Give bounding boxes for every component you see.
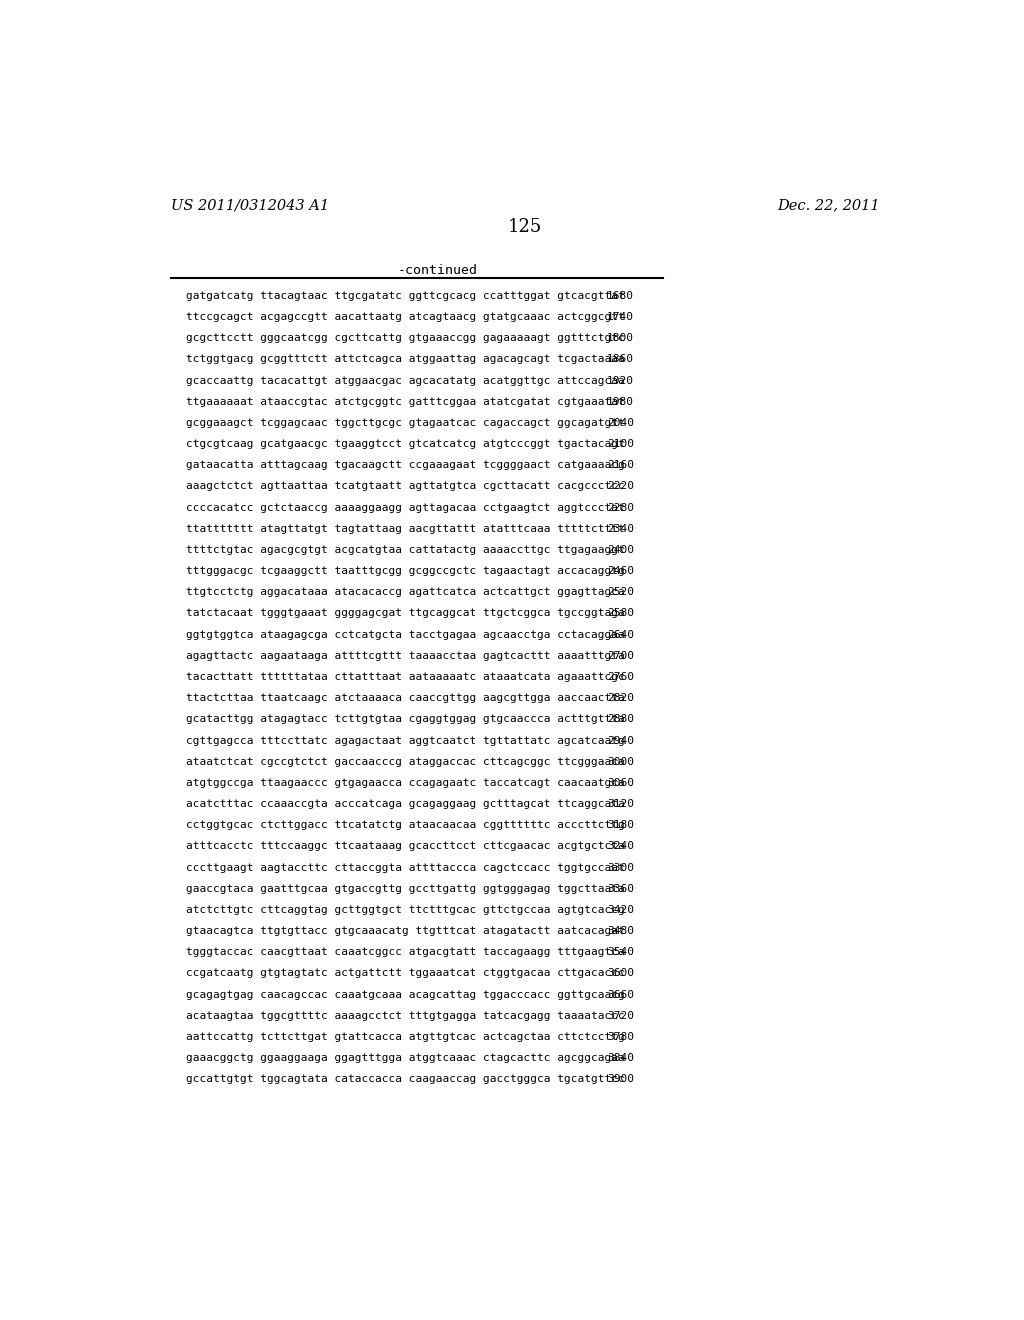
Text: atctcttgtc cttcaggtag gcttggtgct ttctttgcac gttctgccaa agtgtcaccg: atctcttgtc cttcaggtag gcttggtgct ttctttg…: [186, 906, 625, 915]
Text: 125: 125: [508, 218, 542, 236]
Text: 3420: 3420: [607, 906, 634, 915]
Text: 1680: 1680: [607, 290, 634, 301]
Text: gaaacggctg ggaaggaaga ggagtttgga atggtcaaac ctagcacttc agcggcagaa: gaaacggctg ggaaggaaga ggagtttgga atggtca…: [186, 1053, 625, 1063]
Text: 3480: 3480: [607, 927, 634, 936]
Text: 2700: 2700: [607, 651, 634, 661]
Text: gatgatcatg ttacagtaac ttgcgatatc ggttcgcacg ccatttggat gtcacgttat: gatgatcatg ttacagtaac ttgcgatatc ggttcgc…: [186, 290, 625, 301]
Text: 2220: 2220: [607, 482, 634, 491]
Text: 3540: 3540: [607, 948, 634, 957]
Text: 1980: 1980: [607, 397, 634, 407]
Text: atgtggccga ttaagaaccc gtgagaacca ccagagaatc taccatcagt caacaatgca: atgtggccga ttaagaaccc gtgagaacca ccagaga…: [186, 777, 625, 788]
Text: ttccgcagct acgagccgtt aacattaatg atcagtaacg gtatgcaaac actcggcgtt: ttccgcagct acgagccgtt aacattaatg atcagta…: [186, 312, 625, 322]
Text: 1860: 1860: [607, 354, 634, 364]
Text: US 2011/0312043 A1: US 2011/0312043 A1: [171, 198, 329, 213]
Text: 3000: 3000: [607, 756, 634, 767]
Text: 2880: 2880: [607, 714, 634, 725]
Text: ttgtcctctg aggacataaa atacacaccg agattcatca actcattgct ggagttagca: ttgtcctctg aggacataaa atacacaccg agattca…: [186, 587, 625, 597]
Text: ccgatcaatg gtgtagtatc actgattctt tggaaatcat ctggtgacaa cttgacaccc: ccgatcaatg gtgtagtatc actgattctt tggaaat…: [186, 969, 625, 978]
Text: atttcacctc tttccaaggc ttcaataaag gcaccttcct cttcgaacac acgtgctcta: atttcacctc tttccaaggc ttcaataaag gcacctt…: [186, 841, 625, 851]
Text: tttgggacgc tcgaaggctt taatttgcgg gcggccgctc tagaactagt accacaggtg: tttgggacgc tcgaaggctt taatttgcgg gcggccg…: [186, 566, 625, 576]
Text: 3180: 3180: [607, 820, 634, 830]
Text: gataacatta atttagcaag tgacaagctt ccgaaagaat tcggggaact catgaaaacg: gataacatta atttagcaag tgacaagctt ccgaaag…: [186, 461, 625, 470]
Text: aattccattg tcttcttgat gtattcacca atgttgtcac actcagctaa cttctccttg: aattccattg tcttcttgat gtattcacca atgttgt…: [186, 1032, 625, 1041]
Text: tatctacaat tgggtgaaat ggggagcgat ttgcaggcat ttgctcggca tgccggtaga: tatctacaat tgggtgaaat ggggagcgat ttgcagg…: [186, 609, 625, 619]
Text: 1740: 1740: [607, 312, 634, 322]
Text: acatctttac ccaaaccgta acccatcaga gcagaggaag gctttagcat ttcaggcata: acatctttac ccaaaccgta acccatcaga gcagagg…: [186, 799, 625, 809]
Text: gccattgtgt tggcagtata cataccacca caagaaccag gacctgggca tgcatgttcc: gccattgtgt tggcagtata cataccacca caagaac…: [186, 1074, 625, 1084]
Text: 3780: 3780: [607, 1032, 634, 1041]
Text: cctggtgcac ctcttggacc ttcatatctg ataacaacaa cggttttttc acccttcttg: cctggtgcac ctcttggacc ttcatatctg ataacaa…: [186, 820, 625, 830]
Text: ggtgtggtca ataagagcga cctcatgcta tacctgagaa agcaacctga cctacaggaa: ggtgtggtca ataagagcga cctcatgcta tacctga…: [186, 630, 625, 640]
Text: cgttgagcca tttccttatc agagactaat aggtcaatct tgttattatc agcatcaatg: cgttgagcca tttccttatc agagactaat aggtcaa…: [186, 735, 625, 746]
Text: gcggaaagct tcggagcaac tggcttgcgc gtagaatcac cagaccagct ggcagatgtt: gcggaaagct tcggagcaac tggcttgcgc gtagaat…: [186, 418, 625, 428]
Text: gaaccgtaca gaatttgcaa gtgaccgttg gccttgattg ggtgggagag tggcttaata: gaaccgtaca gaatttgcaa gtgaccgttg gccttga…: [186, 884, 625, 894]
Text: 2160: 2160: [607, 461, 634, 470]
Text: 3300: 3300: [607, 862, 634, 873]
Text: agagttactc aagaataaga attttcgttt taaaacctaa gagtcacttt aaaatttgta: agagttactc aagaataaga attttcgttt taaaacc…: [186, 651, 625, 661]
Text: 2340: 2340: [607, 524, 634, 533]
Text: 3060: 3060: [607, 777, 634, 788]
Text: 2460: 2460: [607, 566, 634, 576]
Text: 3840: 3840: [607, 1053, 634, 1063]
Text: 2280: 2280: [607, 503, 634, 512]
Text: ttttctgtac agacgcgtgt acgcatgtaa cattatactg aaaaccttgc ttgagaaggt: ttttctgtac agacgcgtgt acgcatgtaa cattata…: [186, 545, 625, 554]
Text: 1920: 1920: [607, 376, 634, 385]
Text: 3120: 3120: [607, 799, 634, 809]
Text: ataatctcat cgccgtctct gaccaacccg ataggaccac cttcagcggc ttcgggaaca: ataatctcat cgccgtctct gaccaacccg ataggac…: [186, 756, 625, 767]
Text: 2400: 2400: [607, 545, 634, 554]
Text: -continued: -continued: [398, 264, 478, 277]
Text: gcagagtgag caacagccac caaatgcaaa acagcattag tggacccacc ggttgcaacg: gcagagtgag caacagccac caaatgcaaa acagcat…: [186, 990, 625, 999]
Text: 2760: 2760: [607, 672, 634, 682]
Text: ctgcgtcaag gcatgaacgc tgaaggtcct gtcatcatcg atgtcccggt tgactacagt: ctgcgtcaag gcatgaacgc tgaaggtcct gtcatca…: [186, 440, 625, 449]
Text: 2640: 2640: [607, 630, 634, 640]
Text: aaagctctct agttaattaa tcatgtaatt agttatgtca cgcttacatt cacgccctcc: aaagctctct agttaattaa tcatgtaatt agttatg…: [186, 482, 625, 491]
Text: 3900: 3900: [607, 1074, 634, 1084]
Text: acataagtaa tggcgttttc aaaagcctct tttgtgagga tatcacgagg taaaataccc: acataagtaa tggcgttttc aaaagcctct tttgtga…: [186, 1011, 625, 1020]
Text: tgggtaccac caacgttaat caaatcggcc atgacgtatt taccagaagg tttgaagtca: tgggtaccac caacgttaat caaatcggcc atgacgt…: [186, 948, 625, 957]
Text: 3720: 3720: [607, 1011, 634, 1020]
Text: gcgcttcctt gggcaatcgg cgcttcattg gtgaaaccgg gagaaaaagt ggtttctgtc: gcgcttcctt gggcaatcgg cgcttcattg gtgaaac…: [186, 333, 625, 343]
Text: 2100: 2100: [607, 440, 634, 449]
Text: 2520: 2520: [607, 587, 634, 597]
Text: gtaacagtca ttgtgttacc gtgcaaacatg ttgtttcat atagatactt aatcacagat: gtaacagtca ttgtgttacc gtgcaaacatg ttgttt…: [186, 927, 625, 936]
Text: 2820: 2820: [607, 693, 634, 704]
Text: 3600: 3600: [607, 969, 634, 978]
Text: 3660: 3660: [607, 990, 634, 999]
Text: 2040: 2040: [607, 418, 634, 428]
Text: 2940: 2940: [607, 735, 634, 746]
Text: ttattttttt atagttatgt tagtattaag aacgttattt atatttcaaa tttttctttt: ttattttttt atagttatgt tagtattaag aacgtta…: [186, 524, 625, 533]
Text: 3360: 3360: [607, 884, 634, 894]
Text: tctggtgacg gcggtttctt attctcagca atggaattag agacagcagt tcgactaaaa: tctggtgacg gcggtttctt attctcagca atggaat…: [186, 354, 625, 364]
Text: ccccacatcc gctctaaccg aaaaggaagg agttagacaa cctgaagtct aggtccctat: ccccacatcc gctctaaccg aaaaggaagg agttaga…: [186, 503, 625, 512]
Text: cccttgaagt aagtaccttc cttaccggta attttaccca cagctccacc tggtgccaat: cccttgaagt aagtaccttc cttaccggta attttac…: [186, 862, 625, 873]
Text: 2580: 2580: [607, 609, 634, 619]
Text: gcaccaattg tacacattgt atggaacgac agcacatatg acatggttgc attccagcaa: gcaccaattg tacacattgt atggaacgac agcacat…: [186, 376, 625, 385]
Text: gcatacttgg atagagtacc tcttgtgtaa cgaggtggag gtgcaaccca actttgttta: gcatacttgg atagagtacc tcttgtgtaa cgaggtg…: [186, 714, 625, 725]
Text: ttactcttaa ttaatcaagc atctaaaaca caaccgttgg aagcgttgga aaccaactta: ttactcttaa ttaatcaagc atctaaaaca caaccgt…: [186, 693, 625, 704]
Text: Dec. 22, 2011: Dec. 22, 2011: [777, 198, 880, 213]
Text: 1800: 1800: [607, 333, 634, 343]
Text: tacacttatt ttttttataa cttatttaat aataaaaatc ataaatcata agaaattcgc: tacacttatt ttttttataa cttatttaat aataaaa…: [186, 672, 625, 682]
Text: ttgaaaaaat ataaccgtac atctgcggtc gatttcggaa atatcgatat cgtgaaatat: ttgaaaaaat ataaccgtac atctgcggtc gatttcg…: [186, 397, 625, 407]
Text: 3240: 3240: [607, 841, 634, 851]
